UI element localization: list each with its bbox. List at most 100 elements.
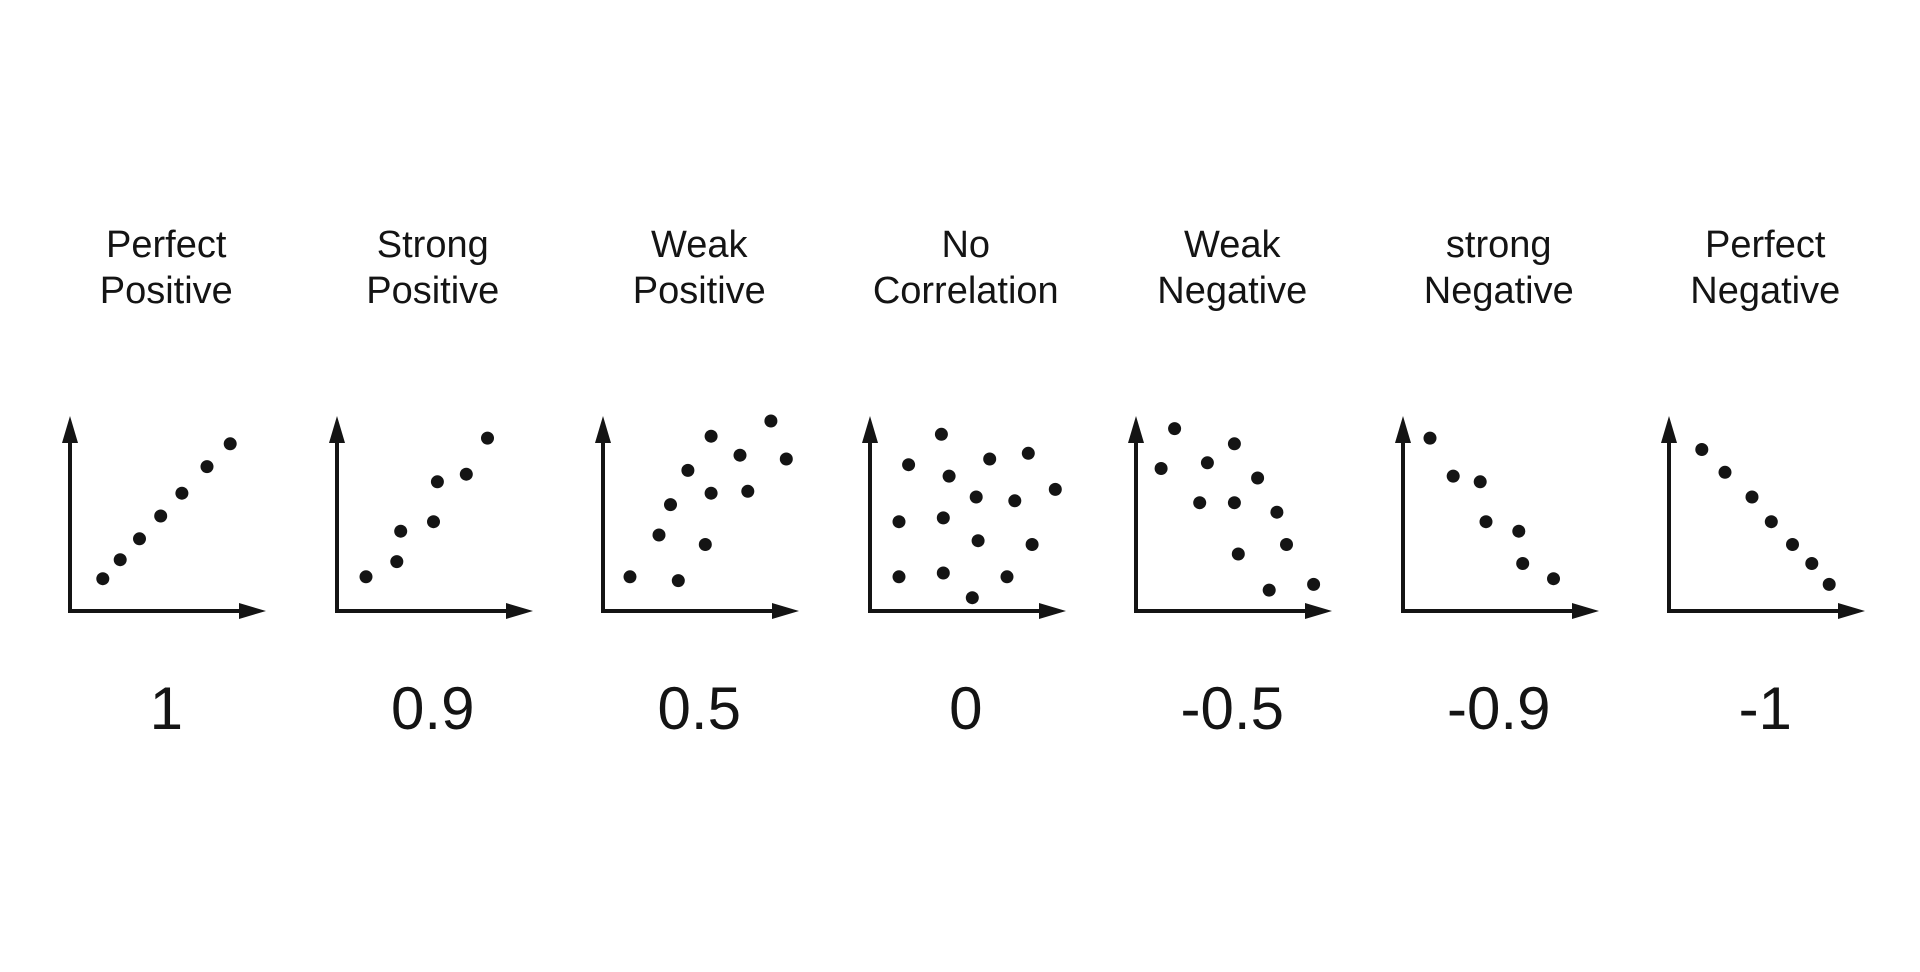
panel-title-line2: Negative: [1157, 270, 1308, 312]
data-point: [1745, 490, 1759, 504]
panel-title: Perfect Negative: [1690, 222, 1840, 314]
y-axis-arrow-icon: [62, 416, 79, 443]
data-point: [1262, 583, 1276, 597]
correlation-value: 0.9: [391, 675, 475, 742]
data-point: [901, 458, 915, 472]
scatter-plot: [1661, 416, 1866, 619]
correlation-panel: Weak Positive 0.5: [566, 222, 833, 746]
panel-title-line1: Weak: [651, 224, 748, 266]
data-point: [1193, 496, 1207, 510]
data-point: [733, 448, 747, 462]
data-point: [175, 486, 189, 500]
y-axis-arrow-icon: [1128, 416, 1145, 443]
data-point: [1280, 538, 1294, 551]
data-point: [699, 538, 713, 551]
panel-title: Strong Positive: [366, 222, 499, 314]
correlation-panel: Perfect Negative -1: [1632, 222, 1899, 746]
data-point: [1446, 469, 1460, 483]
data-point: [390, 555, 404, 569]
data-point: [704, 486, 718, 500]
panel-title: Perfect Positive: [100, 222, 233, 314]
x-axis-arrow-icon: [505, 603, 533, 619]
data-point: [1251, 471, 1265, 485]
x-axis-arrow-icon: [239, 603, 267, 619]
data-point: [133, 532, 147, 546]
panel-title-line1: Perfect: [1705, 224, 1826, 266]
data-point: [1270, 505, 1284, 519]
data-point: [1154, 462, 1168, 475]
scatter-plot: [62, 416, 267, 619]
panel-title-line2: Negative: [1690, 270, 1841, 312]
data-point: [359, 570, 373, 584]
correlation-value: 0: [949, 675, 983, 742]
scatter-plot: [328, 416, 533, 619]
scatter-plot: [861, 416, 1066, 619]
data-point: [480, 431, 494, 445]
correlation-value: 1: [149, 675, 183, 742]
panel-title-line1: strong: [1445, 224, 1552, 266]
panel-title-line2: Positive: [366, 270, 500, 312]
data-point: [430, 475, 444, 489]
data-point: [1228, 437, 1242, 451]
data-point: [1765, 515, 1779, 529]
data-point: [969, 490, 983, 504]
panel-title-line2: Positive: [632, 270, 766, 312]
correlation-value: -0.9: [1447, 675, 1551, 742]
data-point: [1512, 524, 1526, 538]
panel-title: Weak Negative: [1157, 222, 1307, 314]
data-point: [982, 452, 996, 466]
data-point: [780, 452, 794, 466]
data-point: [1048, 482, 1062, 496]
data-point: [1025, 538, 1039, 551]
data-point: [652, 528, 666, 542]
correlation-value: 0.5: [657, 675, 741, 742]
data-point: [741, 484, 755, 498]
data-point: [1008, 494, 1022, 508]
panel-title: strong Negative: [1424, 222, 1574, 314]
data-point: [426, 515, 440, 529]
y-axis-arrow-icon: [1661, 416, 1678, 443]
x-axis-arrow-icon: [1305, 603, 1333, 619]
data-point: [704, 429, 718, 443]
data-point: [681, 463, 695, 477]
data-point: [1786, 538, 1800, 551]
data-point: [154, 509, 168, 523]
data-point: [96, 572, 110, 586]
correlation-panels-row: Perfect Positive 1 Strong Positive 0.9 W…: [62, 222, 1899, 746]
correlation-panel: strong Negative -0.9: [1366, 222, 1633, 746]
data-point: [1021, 446, 1035, 460]
data-point: [965, 591, 979, 605]
data-point: [1168, 422, 1182, 436]
panel-title: No Correlation: [873, 222, 1059, 314]
data-point: [113, 553, 127, 567]
data-point: [942, 469, 956, 483]
y-axis-arrow-icon: [328, 416, 345, 443]
data-point: [934, 427, 948, 441]
panel-title-line1: Perfect: [106, 224, 227, 266]
y-axis-arrow-icon: [1394, 416, 1411, 443]
scatter-plot: [595, 414, 800, 619]
data-point: [892, 570, 906, 584]
data-point: [1479, 515, 1493, 529]
data-point: [664, 498, 678, 512]
data-point: [393, 524, 407, 538]
data-point: [1515, 557, 1529, 570]
correlation-value: -1: [1738, 675, 1792, 742]
correlation-panel: Weak Negative -0.5: [1099, 222, 1366, 746]
scatter-plot: [1394, 416, 1599, 619]
data-point: [1307, 577, 1321, 591]
panel-title-line1: Strong: [376, 224, 489, 266]
data-point: [1423, 431, 1437, 445]
data-point: [672, 574, 686, 588]
panel-title-line2: Negative: [1423, 270, 1574, 312]
panel-title-line1: Weak: [1184, 224, 1281, 266]
data-point: [764, 414, 778, 428]
correlation-value: -0.5: [1180, 675, 1284, 742]
y-axis-arrow-icon: [595, 416, 612, 443]
data-point: [892, 515, 906, 529]
scatter-plot: [1128, 416, 1333, 619]
data-point: [1000, 570, 1014, 584]
x-axis-arrow-icon: [1571, 603, 1599, 619]
panel-title-line1: No: [941, 224, 991, 266]
data-point: [1805, 557, 1819, 570]
